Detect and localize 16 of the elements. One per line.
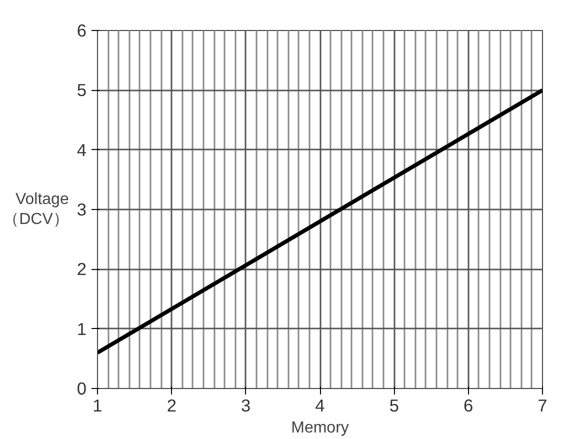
y-axis-title: Voltage （DCV） — [3, 190, 69, 228]
y-tick-label: 2 — [76, 259, 87, 280]
x-tick-label: 1 — [92, 396, 102, 416]
x-tick-label: 2 — [166, 396, 176, 416]
x-tick-label: 4 — [315, 396, 326, 416]
x-tick-label: 6 — [464, 396, 474, 416]
y-tick-label: 3 — [76, 200, 87, 220]
y-tick-label: 1 — [76, 318, 87, 339]
y-tick-label: 6 — [76, 20, 87, 40]
y-tick-label: 4 — [76, 140, 87, 160]
x-tick-label: 5 — [389, 396, 399, 416]
x-tick-label: 3 — [241, 396, 251, 416]
x-axis-title: Memory — [291, 420, 349, 436]
x-tick-label: 7 — [538, 396, 548, 416]
y-tick-label: 5 — [76, 80, 87, 100]
y-tick-label: 0 — [76, 378, 87, 398]
